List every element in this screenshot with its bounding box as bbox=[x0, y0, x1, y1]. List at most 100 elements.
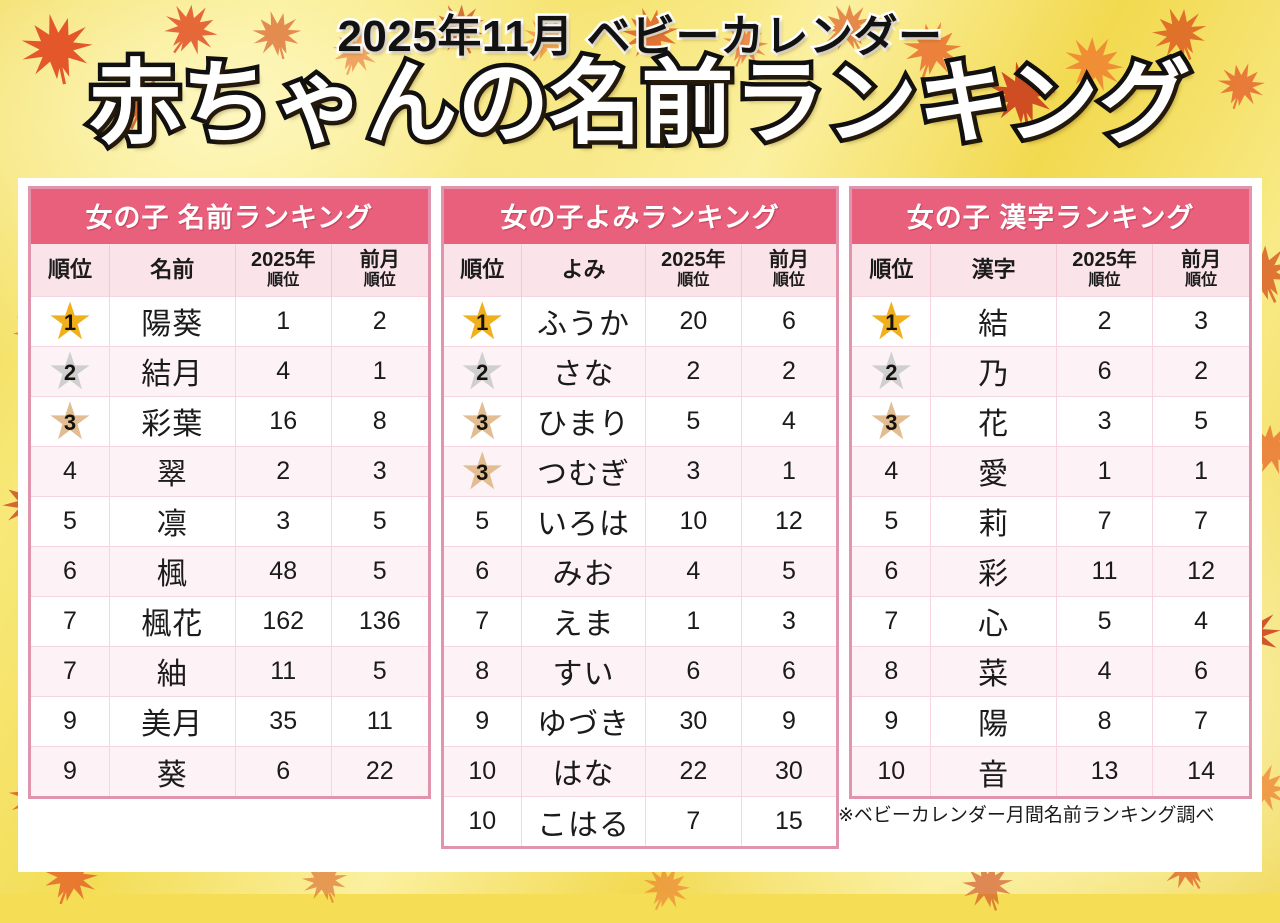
year-rank-cell: 11 bbox=[235, 645, 332, 697]
rank-cell: 6 bbox=[31, 545, 110, 597]
rank-cell: 3 bbox=[443, 395, 522, 447]
year-rank-cell: 13 bbox=[1056, 745, 1154, 797]
year-rank-cell: 6 bbox=[645, 645, 742, 697]
prev-rank-cell: 9 bbox=[741, 695, 837, 747]
prev-rank-cell: 12 bbox=[741, 495, 837, 547]
table-row: 9 美月 35 11 bbox=[31, 695, 428, 747]
value-cell: 楓 bbox=[109, 545, 236, 597]
rank-cell: 5 bbox=[443, 495, 522, 547]
title-block: 2025年11月 ベビーカレンダー 赤ちゃんの名前ランキング bbox=[0, 0, 1280, 176]
value-cell: 紬 bbox=[109, 645, 236, 697]
value-cell: 乃 bbox=[930, 345, 1057, 397]
rank-cell: 7 bbox=[852, 595, 932, 647]
value-cell: はな bbox=[521, 745, 647, 797]
prev-rank-cell: 7 bbox=[1152, 695, 1249, 747]
year-rank-cell: 3 bbox=[1056, 395, 1154, 447]
value-cell: こはる bbox=[521, 795, 647, 847]
rank-cell: 4 bbox=[31, 445, 110, 497]
value-cell: 結 bbox=[930, 295, 1057, 347]
prev-rank-cell: 4 bbox=[1152, 595, 1249, 647]
page-title: 赤ちゃんの名前ランキング bbox=[85, 51, 1195, 155]
prev-rank-cell: 4 bbox=[741, 395, 837, 447]
value-cell: つむぎ bbox=[521, 445, 647, 497]
value-cell: 愛 bbox=[930, 445, 1057, 497]
year-rank-cell: 162 bbox=[235, 595, 332, 647]
value-cell: 菜 bbox=[930, 645, 1057, 697]
table-header-row: 順位 よみ 2025年 順位 前月 順位 bbox=[443, 244, 837, 297]
column-header-value: よみ bbox=[521, 244, 647, 297]
prev-rank-cell: 3 bbox=[331, 445, 428, 497]
value-cell: みお bbox=[521, 545, 647, 597]
column-header-prev-rank: 前月 順位 bbox=[331, 244, 428, 297]
prev-rank-cell: 5 bbox=[331, 495, 428, 547]
value-cell: 莉 bbox=[930, 495, 1057, 547]
year-rank-cell: 5 bbox=[1056, 595, 1154, 647]
rank-cell: 3 bbox=[31, 395, 110, 447]
column-header-year-rank: 2025年 順位 bbox=[1056, 244, 1154, 297]
year-rank-cell: 1 bbox=[645, 595, 742, 647]
prev-rank-cell: 1 bbox=[1152, 445, 1249, 497]
prev-rank-cell: 3 bbox=[741, 595, 837, 647]
title-subtitle: 2025年11月 ベビーカレンダー bbox=[335, 11, 945, 62]
rank-cell: 6 bbox=[852, 545, 932, 597]
prev-rank-cell: 22 bbox=[331, 745, 428, 797]
value-cell: ふうか bbox=[521, 295, 647, 347]
table-header-row: 順位 漢字 2025年 順位 前月 順位 bbox=[852, 244, 1249, 297]
card-title-kanji-ranking: 女の子 漢字ランキング bbox=[852, 189, 1249, 244]
column-header-year-rank: 2025年 順位 bbox=[235, 244, 332, 297]
table-row: 6 楓 48 5 bbox=[31, 545, 428, 597]
source-footnote: ※ベビーカレンダー月間名前ランキング調べ bbox=[838, 805, 1215, 826]
column-header-rank: 順位 bbox=[31, 244, 110, 297]
value-cell: えま bbox=[521, 595, 647, 647]
year-rank-cell: 6 bbox=[1056, 345, 1154, 397]
card-title-name-ranking: 女の子 名前ランキング bbox=[31, 189, 428, 244]
prev-rank-cell: 5 bbox=[741, 545, 837, 597]
rank-cell: 9 bbox=[852, 695, 932, 747]
bronze-star-icon: 3 bbox=[462, 401, 502, 441]
value-cell: 結月 bbox=[109, 345, 236, 397]
rank-cell: 8 bbox=[443, 645, 522, 697]
rank-cell: 5 bbox=[31, 495, 110, 547]
value-cell: 楓花 bbox=[109, 595, 236, 647]
year-rank-cell: 2 bbox=[235, 445, 332, 497]
year-rank-cell: 1 bbox=[235, 295, 332, 347]
prev-rank-cell: 6 bbox=[1152, 645, 1249, 697]
prev-rank-cell: 5 bbox=[331, 645, 428, 697]
rank-cell: 1 bbox=[852, 295, 932, 347]
prev-rank-cell: 1 bbox=[741, 445, 837, 497]
year-rank-cell: 1 bbox=[1056, 445, 1154, 497]
rank-cell: 3 bbox=[852, 395, 932, 447]
value-cell: ひまり bbox=[521, 395, 647, 447]
year-rank-cell: 22 bbox=[645, 745, 742, 797]
rank-cell: 7 bbox=[31, 645, 110, 697]
rank-cell: 7 bbox=[31, 595, 110, 647]
value-cell: 美月 bbox=[109, 695, 236, 747]
value-cell: 音 bbox=[930, 745, 1057, 797]
column-header-year-rank: 2025年 順位 bbox=[645, 244, 742, 297]
rank-cell: 2 bbox=[852, 345, 932, 397]
silver-star-icon: 2 bbox=[462, 351, 502, 391]
column-header-value: 漢字 bbox=[930, 244, 1057, 297]
year-rank-cell: 35 bbox=[235, 695, 332, 747]
table-row: 8 すい 6 6 bbox=[443, 645, 837, 697]
ranking-card-kanji-ranking: 女の子 漢字ランキング 順位 漢字 2025年 順位 前月 順位 1 結 2 3 2 乃 6 2 3 花 3 5 4 愛… bbox=[849, 186, 1252, 800]
card-title-yomi-ranking: 女の子よみランキング bbox=[443, 189, 837, 244]
silver-star-icon: 2 bbox=[871, 351, 911, 391]
ranking-table-name-ranking: 順位 名前 2025年 順位 前月 順位 1 陽葵 1 2 2 結月 4 1 3 彩葉 16 8 4 翠 2 3 5 凛 3 5 6… bbox=[31, 244, 428, 797]
value-cell: すい bbox=[521, 645, 647, 697]
rank-cell: 7 bbox=[443, 595, 522, 647]
prev-rank-cell: 6 bbox=[741, 295, 837, 347]
column-header-value: 名前 bbox=[109, 244, 236, 297]
value-cell: いろは bbox=[521, 495, 647, 547]
table-row: 7 紬 11 5 bbox=[31, 645, 428, 697]
table-row: 2 さな 2 2 bbox=[443, 345, 837, 397]
rank-cell: 10 bbox=[443, 795, 522, 847]
prev-rank-cell: 6 bbox=[741, 645, 837, 697]
rank-cell: 6 bbox=[443, 545, 522, 597]
value-cell: さな bbox=[521, 345, 647, 397]
ranking-card-yomi-ranking: 女の子よみランキング 順位 よみ 2025年 順位 前月 順位 1 ふうか 20 6 2 さな 2 2 3 ひま… bbox=[440, 186, 840, 850]
